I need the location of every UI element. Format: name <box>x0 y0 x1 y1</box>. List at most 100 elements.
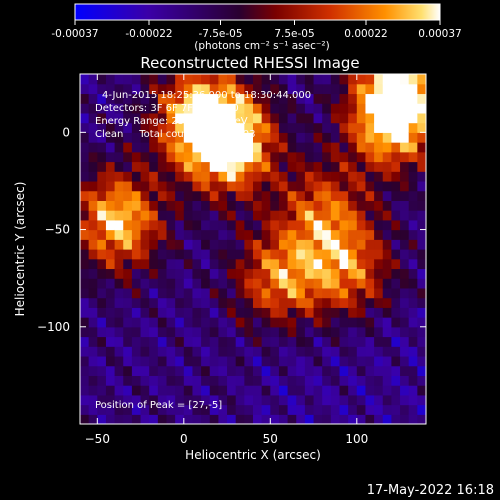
heatmap-cell <box>356 74 367 85</box>
heatmap-cell <box>348 132 358 143</box>
heatmap-cell <box>209 258 219 270</box>
heatmap-cell <box>356 414 367 424</box>
colorbar-tick-label: -0.00022 <box>125 28 172 40</box>
heatmap-cell <box>105 132 116 143</box>
y-tick-label: 0 <box>62 125 70 139</box>
heatmap-cell <box>382 83 392 95</box>
heatmap-cell <box>244 93 254 104</box>
heatmap-cell <box>201 219 211 231</box>
heatmap-cell <box>175 239 185 250</box>
heatmap-cell <box>88 180 98 192</box>
heatmap-cell <box>356 142 367 153</box>
heatmap-cell <box>123 83 133 95</box>
heatmap-cell <box>417 229 426 240</box>
heatmap-cell <box>218 287 228 299</box>
heatmap-cell <box>330 103 341 114</box>
heatmap-cell <box>296 190 306 201</box>
heatmap-cell <box>244 307 254 318</box>
heatmap-cell <box>348 122 358 133</box>
heatmap-cell <box>131 200 142 211</box>
heatmap-cell <box>253 385 263 396</box>
heatmap-cell <box>235 210 245 221</box>
heatmap-cell <box>175 394 185 406</box>
heatmap-cell <box>253 394 263 406</box>
heatmap-cell <box>140 394 150 406</box>
heatmap-cell <box>253 355 263 367</box>
heatmap-cell <box>287 307 297 318</box>
heatmap-cell <box>348 74 358 85</box>
heatmap-cell <box>339 142 349 153</box>
heatmap-cell <box>140 268 150 279</box>
heatmap-cell <box>339 365 349 376</box>
heatmap-cell <box>131 132 142 143</box>
heatmap-cell <box>114 268 124 279</box>
heatmap-cell <box>114 112 124 124</box>
heatmap-cell <box>270 190 280 201</box>
heatmap-cell <box>209 365 219 376</box>
heatmap-cell <box>322 414 332 424</box>
heatmap-cell <box>278 93 289 104</box>
heatmap-cell <box>105 414 116 424</box>
heatmap-cell <box>218 394 228 406</box>
axes: −50 0 50 100 0 −50 −100 <box>37 74 426 446</box>
heatmap-cell <box>261 385 271 396</box>
heatmap-cell <box>296 112 306 124</box>
heatmap-cell <box>296 394 306 406</box>
heatmap-cell <box>391 161 401 172</box>
heatmap-cell <box>330 190 341 201</box>
heatmap-cell <box>244 375 254 386</box>
heatmap-cell <box>209 210 219 221</box>
heatmap-cell <box>408 385 418 396</box>
heatmap-cell <box>183 74 194 85</box>
heatmap-cell <box>88 132 98 143</box>
heatmap-cell <box>270 103 280 114</box>
heatmap-cell <box>408 142 418 153</box>
heatmap-cell <box>131 287 142 299</box>
heatmap-cell <box>356 190 367 201</box>
heatmap-cell <box>417 93 426 104</box>
heatmap-cell <box>313 132 323 143</box>
heatmap-cell <box>391 249 401 260</box>
heatmap-cell <box>183 200 194 211</box>
heatmap-cell <box>408 103 418 114</box>
heatmap-cell <box>304 200 315 211</box>
heatmap-cell <box>244 268 254 279</box>
heatmap-cell <box>322 171 332 182</box>
heatmap-cell <box>157 229 168 240</box>
heatmap-cell <box>201 190 211 201</box>
heatmap-cell <box>339 83 349 95</box>
heatmap-cell <box>278 346 289 357</box>
heatmap-cell <box>348 375 358 386</box>
heatmap-cell <box>183 375 194 386</box>
heatmap-cell <box>253 346 263 357</box>
heatmap-cell <box>348 385 358 396</box>
heatmap-cell <box>382 346 392 357</box>
heatmap-cell <box>218 219 228 231</box>
heatmap-cell <box>261 83 271 95</box>
heatmap-cell <box>235 404 245 415</box>
heatmap-cell <box>261 287 271 299</box>
heatmap-cell <box>270 93 280 104</box>
heatmap-cell <box>296 83 306 95</box>
heatmap-cell <box>114 142 124 153</box>
heatmap-cell <box>391 229 401 240</box>
heatmap-cell <box>209 268 219 279</box>
heatmap-cell <box>253 74 263 85</box>
heatmap-cell <box>183 229 194 240</box>
heatmap-cell <box>330 414 341 424</box>
heatmap-cell <box>304 355 315 367</box>
heatmap-cell <box>287 326 297 338</box>
heatmap-cell <box>400 219 410 231</box>
heatmap-cell <box>382 180 392 192</box>
heatmap-cell <box>253 307 263 318</box>
heatmap-cell <box>417 83 426 95</box>
heatmap-cell <box>382 287 392 299</box>
heatmap-cell <box>322 161 332 172</box>
heatmap-cell <box>356 132 367 143</box>
heatmap-cell <box>356 394 367 406</box>
heatmap-cell <box>287 112 297 124</box>
heatmap-cell <box>313 239 323 250</box>
heatmap-cell <box>253 132 263 143</box>
heatmap-cell <box>408 355 418 367</box>
colorbar-tick-label: 7.5e-05 <box>274 28 314 40</box>
